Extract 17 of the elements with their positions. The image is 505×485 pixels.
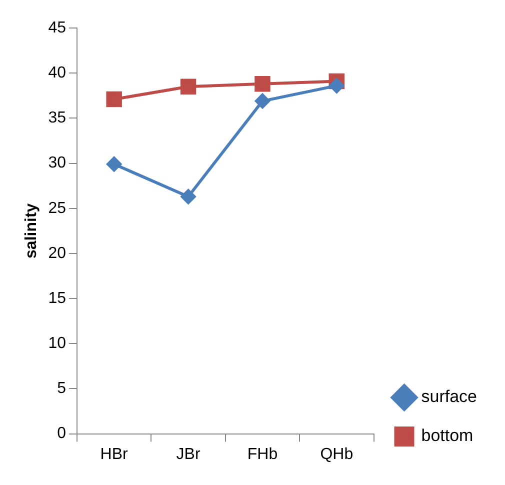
y-tick-label: 5 — [57, 380, 66, 398]
y-tick-label: 20 — [48, 244, 66, 262]
y-tick-label: 40 — [48, 64, 66, 82]
x-tick-label: QHb — [320, 446, 354, 463]
y-tick-label: 10 — [48, 335, 66, 352]
x-tick-label: JBr — [176, 446, 201, 463]
legend-label: bottom — [421, 426, 474, 446]
y-tick-label: 35 — [48, 110, 66, 127]
y-tick-label: 15 — [48, 290, 66, 307]
x-tick-label: HBr — [100, 446, 129, 463]
y-tick-label: 30 — [48, 154, 66, 172]
y-tick-label: 45 — [48, 19, 66, 36]
legend-label: surface — [421, 387, 477, 406]
y-tick-label: 0 — [57, 425, 66, 442]
y-axis-title: salinity — [23, 203, 40, 258]
y-tick-label: 25 — [48, 200, 66, 217]
x-tick-label: FHb — [247, 446, 278, 463]
